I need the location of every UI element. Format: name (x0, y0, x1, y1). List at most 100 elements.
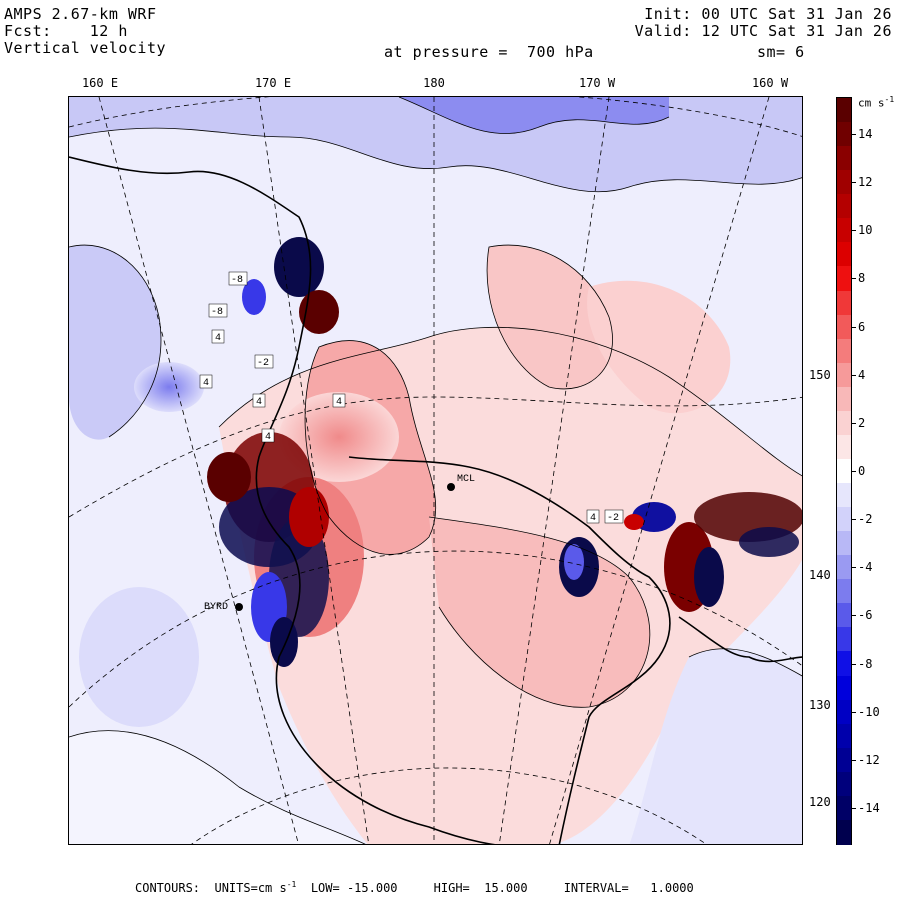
colorbar-tick-label: -12 (858, 752, 880, 767)
colorbar-segment (837, 627, 851, 653)
footer-units: UNITS=cm s (214, 881, 287, 895)
colorbar-tick (852, 230, 856, 232)
contour-lines (69, 97, 802, 844)
colorbar-tick (852, 182, 856, 184)
forecast-hour: Fcst: 12 h (4, 22, 128, 40)
colorbar-tick (852, 807, 856, 809)
colorbar-tick-label: 14 (858, 127, 873, 142)
footer-low: LOW= -15.000 (310, 881, 398, 895)
colorbar-segment (837, 98, 851, 123)
colorbar-tick (852, 519, 856, 521)
colorbar-tick-label: 4 (858, 367, 866, 382)
colorbar-tick (852, 759, 856, 761)
contour-label: -8 (231, 275, 243, 286)
colorbar-segment (837, 170, 851, 195)
init-time: Init: 00 UTC Sat 31 Jan 26 (644, 5, 892, 23)
contour-label: 4 (336, 397, 342, 408)
footer-contour-info: CONTOURS: UNITS=cm s-1 LOW= -15.000 HIGH… (135, 880, 694, 895)
graticule (69, 97, 802, 844)
vertical-velocity-map[interactable]: MCL BYRD 4 4 4 4 4 4 -8 -8 -2 -2 (68, 96, 803, 845)
title-block: AMPS 2.67-km WRF Fcst: 12 h Vertical vel… (4, 6, 166, 57)
colorbar-tick-label: 2 (858, 415, 866, 430)
lon-label-160e: 160 E (81, 76, 119, 90)
colorbar-tick-label: -2 (858, 512, 873, 527)
strong-convective-cells-mbl (559, 492, 802, 612)
colorbar-segment (837, 651, 851, 677)
colorbar-segment (837, 579, 851, 604)
positive-region-medium (487, 245, 613, 389)
smoothing-value: sm= 6 (757, 43, 805, 61)
colorbar-tick-label: 8 (858, 271, 866, 286)
colorbar-segment (837, 531, 851, 556)
colorbar-tick (852, 471, 856, 472)
colorbar-segment (837, 410, 851, 436)
colorbar-tick (852, 422, 856, 424)
footer-high: HIGH= 15.000 (433, 881, 528, 895)
colorbar-tick-label: -14 (858, 800, 880, 815)
colorbar-tick (852, 134, 856, 136)
colorbar-tick-label: -6 (858, 608, 873, 623)
contour-label: -8 (211, 307, 223, 318)
negative-region-sw (79, 587, 199, 727)
negative-region-west (134, 362, 204, 412)
colorbar-tick (852, 374, 856, 376)
coastline (69, 156, 802, 844)
colorbar-tick (852, 615, 856, 617)
colorbar-unit-text: cm s (858, 96, 885, 110)
colorbar-segment (837, 819, 851, 845)
station-byrd: BYRD (204, 602, 243, 613)
colorbar-segment (837, 362, 851, 388)
colorbar-tick (852, 567, 856, 569)
strong-convective-cells-tam (207, 237, 339, 667)
colorbar-segment (837, 507, 851, 532)
colorbar-segment (837, 483, 851, 508)
footer-units-exp: -1 (286, 880, 297, 889)
valid-time: Valid: 12 UTC Sat 31 Jan 26 (634, 22, 892, 40)
station-mcl: MCL (447, 474, 475, 491)
footer-interval: INTERVAL= 1.0000 (563, 881, 694, 895)
colorbar-segment (837, 338, 851, 364)
colorbar-tick (852, 711, 856, 713)
colorbar-segment (837, 194, 851, 219)
colorbar-segment (837, 386, 851, 412)
colorbar-tick (852, 278, 856, 280)
colorbar-segment (837, 218, 851, 243)
lon-label-160w: 160 W (751, 76, 789, 90)
colorbar-tick-label: 10 (858, 223, 873, 238)
negative-region-se (629, 648, 802, 844)
lon-label-180: 180 (423, 76, 445, 90)
colorbar-segment (837, 242, 851, 268)
contour-label: 4 (265, 432, 271, 443)
colorbar-unit-exp: -1 (884, 95, 895, 104)
colorbar-tick-label: 0 (858, 464, 866, 478)
colorbar-tick (852, 326, 856, 328)
negative-region-north-strong (399, 97, 669, 134)
colorbar-segment (837, 290, 851, 316)
colorbar-tick-label: -4 (858, 560, 873, 575)
station-label: MCL (457, 474, 475, 485)
contour-label: 4 (590, 513, 596, 524)
contour-label: 4 (215, 333, 221, 344)
colorbar-segment (837, 314, 851, 340)
contour-label: -2 (257, 358, 269, 369)
colorbar-segment (837, 458, 851, 484)
colorbar-segment (837, 434, 851, 460)
colorbar-segment (837, 555, 851, 580)
positive-region-medium (587, 280, 731, 414)
pressure-level: at pressure = 700 hPa (384, 43, 594, 61)
lon-label-170e: 170 E (254, 76, 292, 90)
colorbar-segment (837, 723, 851, 749)
colorbar (836, 97, 852, 845)
contour-label-group: 4 4 4 4 4 4 -8 -8 -2 -2 (199, 271, 624, 524)
colorbar-segment (837, 699, 851, 725)
colorbar-tick-label: 12 (858, 175, 873, 190)
station-label: BYRD (204, 602, 228, 613)
contour-label: 4 (256, 397, 262, 408)
colorbar-segment (837, 795, 851, 821)
colorbar-tick-label: 6 (858, 319, 866, 334)
lon-label-170w: 170 W (578, 76, 616, 90)
colorbar-tick (852, 663, 856, 665)
colorbar-unit: cm s-1 (858, 95, 894, 110)
pale-region-sw (69, 730, 365, 844)
colorbar-segment (837, 266, 851, 292)
